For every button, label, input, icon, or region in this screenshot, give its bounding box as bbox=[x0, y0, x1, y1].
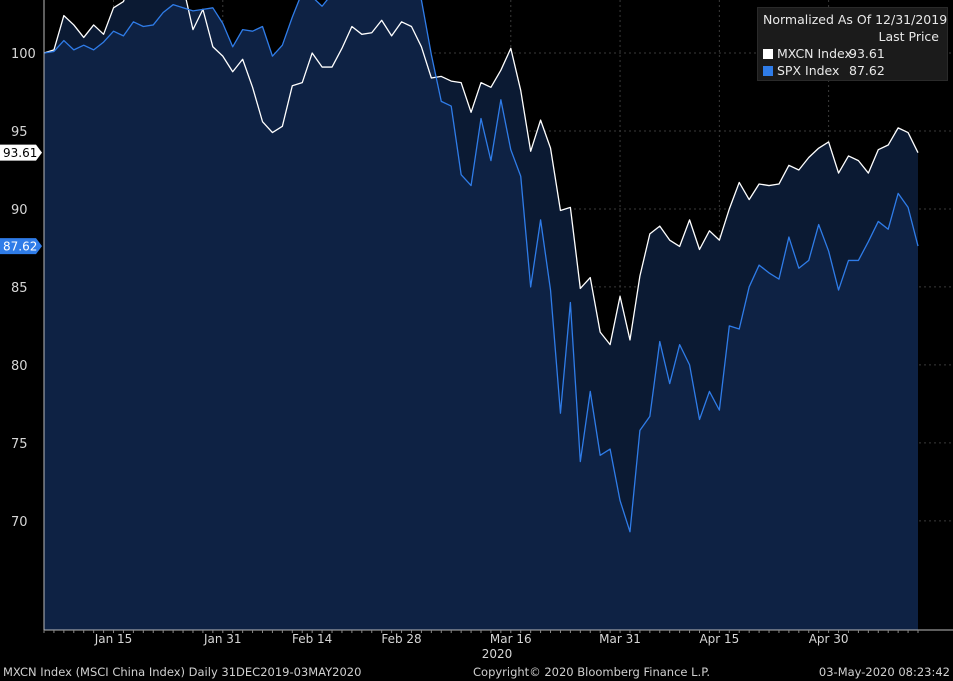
y-tick-label: 70 bbox=[11, 515, 28, 530]
y-tick-label: 75 bbox=[11, 437, 28, 452]
series-areas bbox=[44, 0, 918, 630]
x-tick-label: Jan 31 bbox=[203, 632, 242, 646]
axes bbox=[43, 0, 953, 633]
footer-security-info: MXCN Index (MSCI China Index) Daily 31DE… bbox=[3, 665, 362, 679]
legend-name-mxcn: MXCN Index bbox=[777, 46, 852, 61]
last-price-label-spx: 87.62 bbox=[3, 240, 37, 254]
x-tick-label: Feb 14 bbox=[292, 632, 332, 646]
y-tick-label: 100 bbox=[11, 47, 36, 62]
last-price-label-mxcn: 93.61 bbox=[3, 146, 37, 160]
series-lines bbox=[43, 0, 919, 533]
x-tick-label: Apr 30 bbox=[809, 632, 849, 646]
legend-swatch-spx bbox=[763, 66, 773, 76]
legend-name-spx: SPX Index bbox=[777, 63, 840, 78]
series-line-mxcn bbox=[43, 0, 919, 346]
legend-subtitle: Last Price bbox=[878, 29, 939, 44]
x-tick-label: Mar 16 bbox=[490, 632, 532, 646]
legend-title: Normalized As Of 12/31/2019 bbox=[763, 12, 948, 27]
series-line-spx bbox=[43, 0, 919, 533]
legend-value-mxcn: 93.61 bbox=[849, 46, 885, 61]
y-tick-label: 95 bbox=[11, 125, 28, 140]
legend: Normalized As Of 12/31/2019 Last Price M… bbox=[757, 7, 948, 81]
footer-timestamp: 03-May-2020 08:23:42 bbox=[818, 665, 950, 679]
legend-value-spx: 87.62 bbox=[849, 63, 885, 78]
last-price-marker-spx bbox=[0, 238, 42, 255]
y-tick-label: 85 bbox=[11, 281, 28, 296]
x-tick-label: Mar 31 bbox=[599, 632, 641, 646]
x-tick-label: Apr 15 bbox=[699, 632, 739, 646]
x-axis-year-label: 2020 bbox=[482, 647, 513, 661]
footer-copyright: Copyright© 2020 Bloomberg Finance L.P. bbox=[473, 665, 710, 679]
series-area-spx bbox=[44, 0, 918, 630]
legend-item-mxcn: MXCN Index93.61 bbox=[763, 46, 885, 61]
last-price-marker-mxcn bbox=[0, 144, 42, 161]
x-tick-label: Feb 28 bbox=[381, 632, 421, 646]
legend-item-spx: SPX Index 87.62 bbox=[763, 63, 885, 78]
y-tick-label: 80 bbox=[11, 359, 28, 374]
last-price-markers: 93.61 87.62 bbox=[0, 144, 42, 255]
y-tick-label: 90 bbox=[11, 203, 28, 218]
x-tick-label: Jan 15 bbox=[94, 632, 133, 646]
legend-swatch-mxcn bbox=[763, 49, 773, 59]
